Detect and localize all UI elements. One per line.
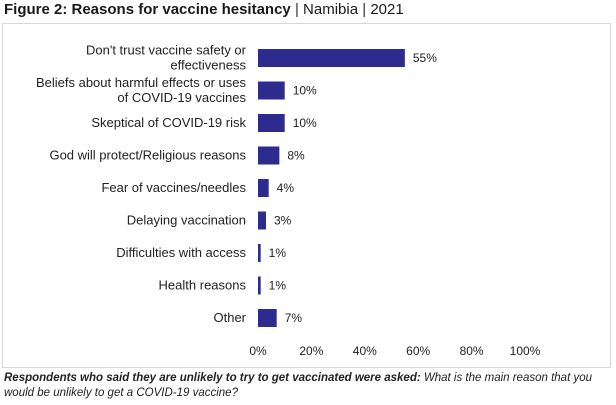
bar-3 (258, 146, 280, 165)
figure-title: Figure 2: Reasons for vaccine hesitancy … (4, 1, 404, 19)
figure-country: Namibia (303, 1, 359, 18)
x-tick-label-2: 40% (353, 344, 377, 358)
title-separator-2: | (362, 1, 367, 18)
footnote-question: What is the main reason that you would b… (4, 372, 593, 399)
bar-2 (258, 114, 285, 132)
bar-8 (258, 309, 277, 327)
category-label-2: Skeptical of COVID-19 risk (91, 115, 246, 130)
bar-chart: 55% Don't trust vaccine safety or effectiv… (36, 43, 541, 359)
value-label-4: 4% (277, 181, 295, 195)
value-label-8: 7% (285, 311, 303, 325)
x-tick-label-4: 80% (460, 344, 484, 358)
category-label-4: Fear of vaccines/needles (101, 180, 246, 195)
category-label-0: Don't trust vaccine safety or effectivene… (86, 43, 247, 73)
title-separator-1: | (294, 1, 299, 18)
x-tick-label-0: 0% (249, 344, 267, 358)
category-label-3: God will protect/Religious reasons (49, 148, 246, 163)
figure-year: 2021 (370, 1, 404, 18)
value-label-5: 3% (274, 214, 292, 228)
category-label-7: Health reasons (159, 278, 247, 293)
bar-6 (258, 244, 261, 262)
footnote-lead: Respondents who said they are unlikely t… (4, 372, 421, 384)
value-label-2: 10% (293, 116, 317, 130)
x-tick-label-3: 60% (406, 344, 430, 358)
x-tick-label-1: 20% (299, 344, 323, 358)
footnote: Respondents who said they are unlikely t… (4, 371, 604, 401)
value-label-6: 1% (269, 246, 287, 260)
bar-4 (258, 179, 269, 197)
figure-label: Figure 2: Reasons for vaccine hesitancy (4, 1, 291, 18)
category-label-8: Other (213, 310, 246, 325)
value-label-1: 10% (293, 84, 317, 98)
bar-7 (258, 276, 261, 295)
bar-1 (258, 81, 285, 100)
value-label-3: 8% (287, 149, 305, 163)
bar-5 (258, 211, 267, 230)
value-label-7: 1% (269, 279, 287, 293)
x-tick-label-5: 100% (510, 344, 541, 358)
chart-container: 55% Don't trust vaccine safety or effectiv… (2, 23, 611, 368)
category-label-1: Beliefs about harmful effects or uses of … (36, 75, 247, 105)
category-label-6: Difficulties with access (116, 245, 246, 260)
category-label-5: Delaying vaccination (127, 213, 246, 228)
bar-0 (258, 49, 405, 67)
value-label-0: 55% (413, 51, 437, 65)
